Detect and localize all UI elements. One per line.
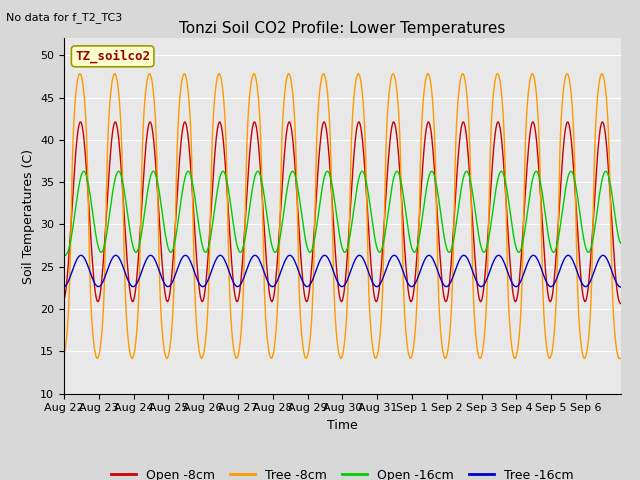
Title: Tonzi Soil CO2 Profile: Lower Temperatures: Tonzi Soil CO2 Profile: Lower Temperatur…	[179, 21, 506, 36]
Text: TZ_soilco2: TZ_soilco2	[75, 49, 150, 63]
X-axis label: Time: Time	[327, 419, 358, 432]
Y-axis label: Soil Temperatures (C): Soil Temperatures (C)	[22, 148, 35, 284]
Text: No data for f_T2_TC3: No data for f_T2_TC3	[6, 12, 123, 23]
Legend: Open -8cm, Tree -8cm, Open -16cm, Tree -16cm: Open -8cm, Tree -8cm, Open -16cm, Tree -…	[106, 464, 579, 480]
